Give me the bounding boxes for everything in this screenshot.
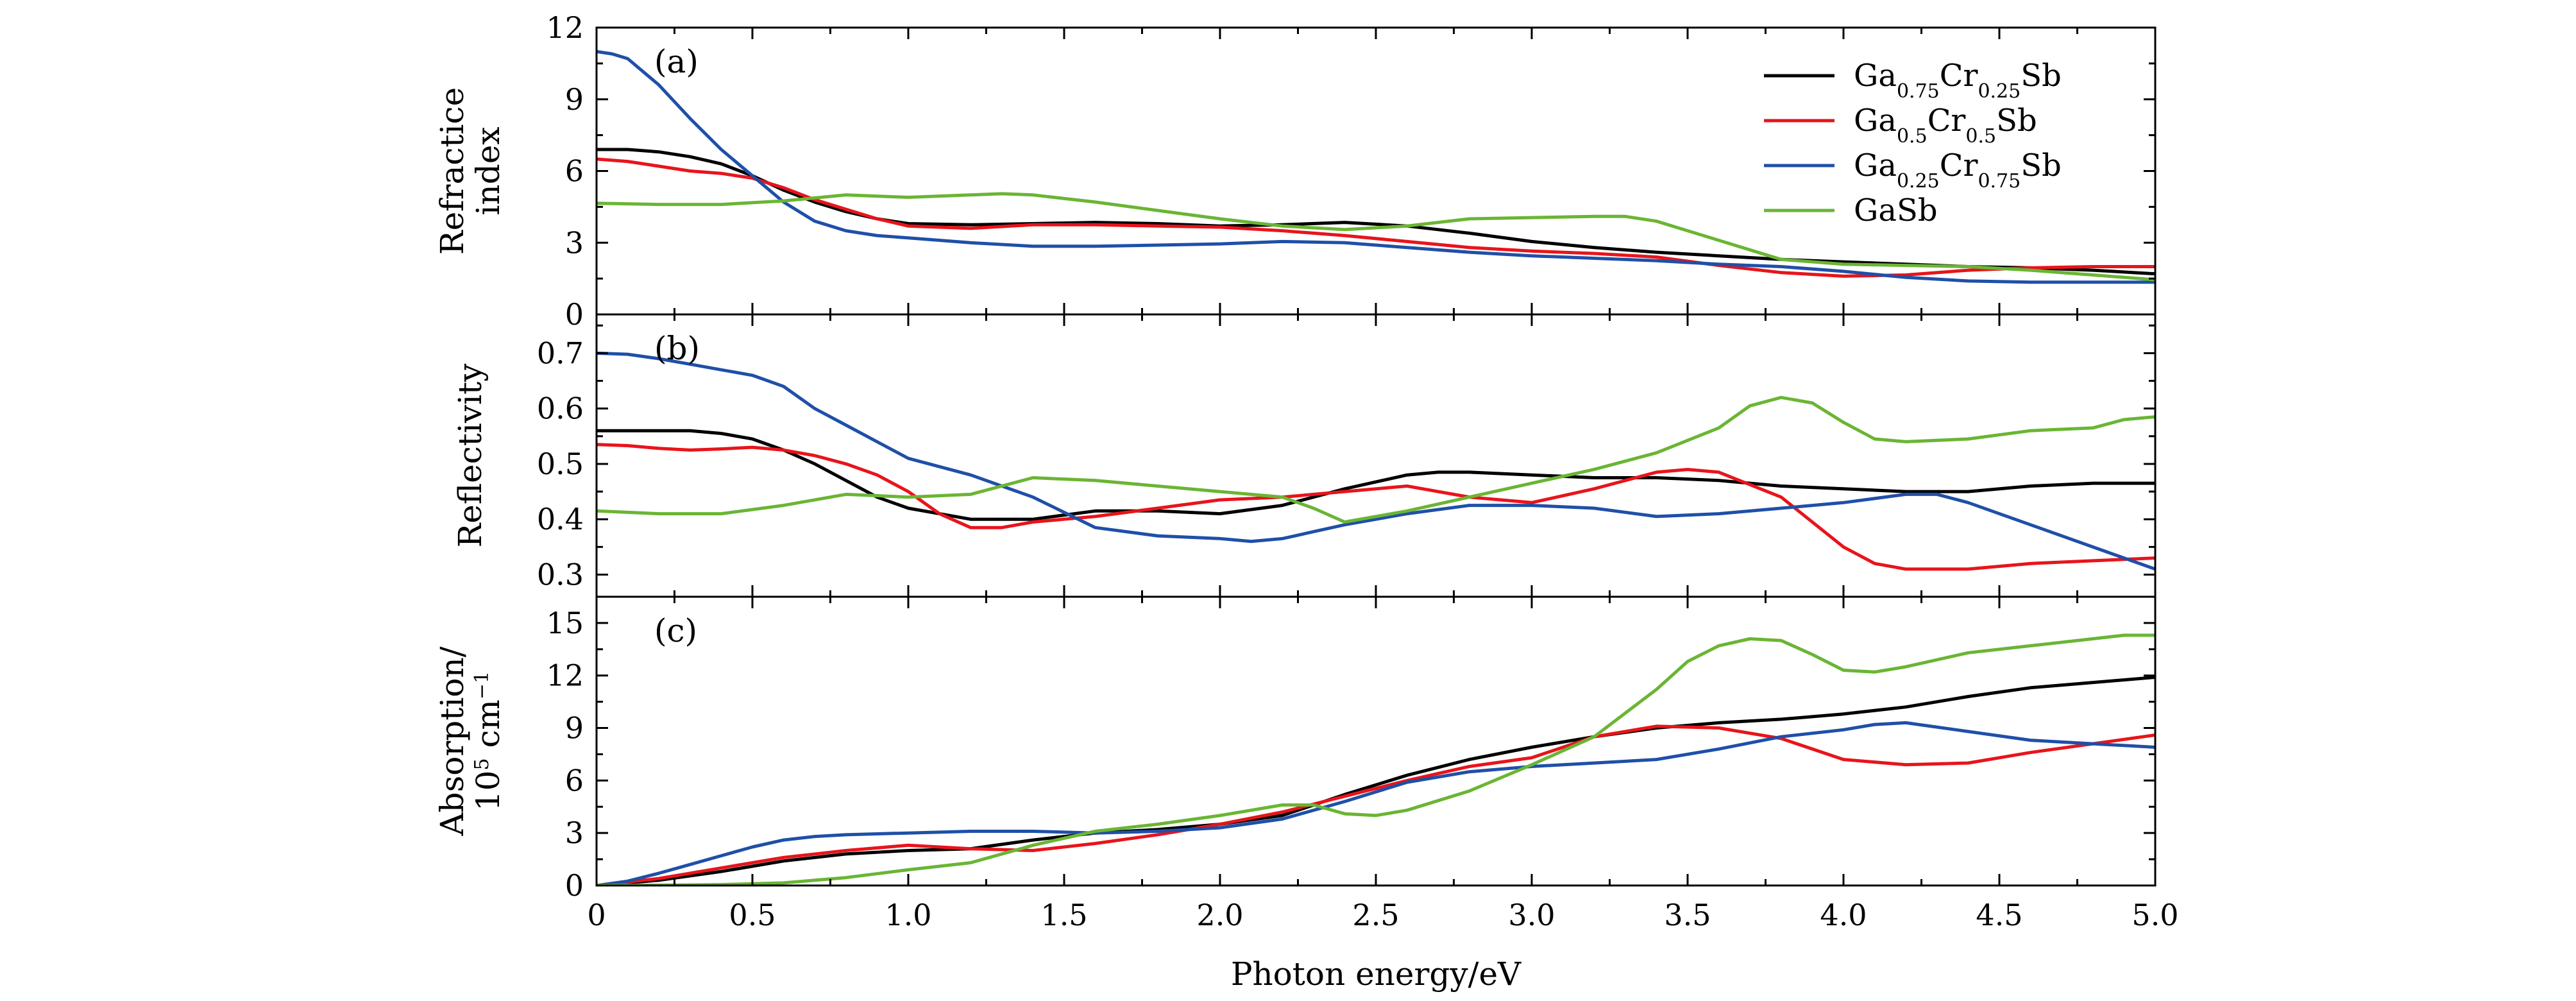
panel-tag: (c) [654,612,697,649]
series-line-4 [597,633,2155,886]
y-tick-label: 0.7 [537,336,584,370]
x-tick-label: 5.0 [2131,898,2178,932]
x-tick-label: 0 [587,898,606,932]
legend-label: Ga0.75Cr0.25Sb [1854,58,2062,103]
y-tick-label: 0 [565,868,584,903]
y-axis-label: Refractice [434,87,471,255]
x-tick-label: 3.0 [1508,898,1555,932]
y-tick-label: 9 [565,711,584,746]
x-tick-label: 2.5 [1352,898,1399,932]
panel-tag: (b) [654,330,700,367]
y-tick-label: 9 [565,82,584,117]
y-tick-label: 3 [565,816,584,850]
y-tick-label: 0.4 [537,502,584,536]
x-tick-label: 0.5 [729,898,775,932]
plot-frame [595,313,2157,598]
panel-tag: (a) [654,43,699,80]
y-tick-label: 0 [565,297,584,332]
y-tick-label: 0.3 [537,557,584,592]
series-line-1 [597,429,2155,521]
series-line-3 [597,351,2155,571]
panel-2: 0.3 0.4 0.5 0.6 0.7 (b) Reflectivity [452,313,2157,598]
y-tick-label: 6 [565,763,584,798]
y-tick-label: 12 [546,10,584,45]
y-axis-label: Absorption/ [434,646,471,836]
y-tick-label: 6 [565,154,584,189]
x-tick-label: 2.0 [1196,898,1243,932]
panel-3: 0 3 6 9 12 15 (c) Absorption/105 cm−1 [434,595,2157,903]
y-tick-label: 12 [546,658,584,693]
y-axis-label: Reflectivity [452,363,489,548]
x-tick-label: 4.5 [1976,898,2022,932]
series-line-1 [597,676,2155,886]
legend-label: GaSb [1854,193,1938,228]
series-line-4 [597,395,2155,524]
series-line-2 [597,443,2155,571]
series-line-2 [597,724,2155,886]
y-tick-label: 3 [565,225,584,260]
y-tick-label: 15 [546,606,584,640]
series-line-4 [597,192,2155,282]
series-line-3 [597,721,2155,886]
plot-frame [595,595,2157,887]
series-line-3 [597,49,2155,284]
x-tick-label: 3.5 [1664,898,1711,932]
y-tick-label: 0.6 [537,391,584,426]
x-axis-label: Photon energy/eV [1231,955,1521,993]
x-tick-label: 1.0 [885,898,931,932]
series-line-2 [597,157,2155,278]
x-tick-label: 1.5 [1040,898,1087,932]
legend: Ga0.75Cr0.25SbGa0.5Cr0.5SbGa0.25Cr0.75Sb… [1764,58,2062,228]
legend-label: Ga0.25Cr0.75Sb [1854,148,2062,193]
y-axis-label: index [470,127,507,216]
y-tick-label: 0.5 [537,447,584,481]
y-axis-label: 105 cm−1 [470,671,507,811]
legend-label: Ga0.5Cr0.5Sb [1854,103,2037,148]
x-tick-label: 4.0 [1820,898,1867,932]
